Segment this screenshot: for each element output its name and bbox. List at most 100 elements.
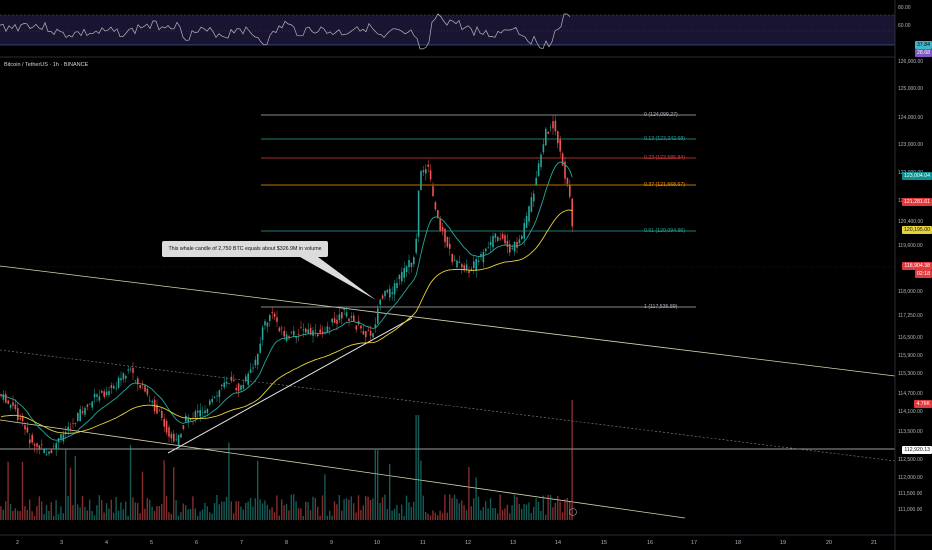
volume-bar bbox=[252, 506, 254, 520]
candle-body bbox=[537, 163, 540, 177]
candle-body bbox=[377, 308, 379, 324]
candle-body bbox=[338, 314, 341, 320]
candle-body bbox=[489, 241, 492, 246]
volume-bar bbox=[53, 515, 55, 520]
candle-body bbox=[41, 444, 43, 446]
volume-bar bbox=[55, 500, 57, 520]
symbol-title[interactable]: Bitcoin / TetherUS · 1h · BINANCE bbox=[4, 62, 89, 68]
volume-bar bbox=[74, 455, 76, 520]
volume-bar bbox=[362, 505, 364, 520]
candle-body bbox=[225, 381, 228, 384]
descending-trendline-upper bbox=[0, 265, 896, 377]
candle-body bbox=[331, 318, 333, 323]
volume-bar bbox=[386, 509, 388, 520]
candle-body bbox=[314, 330, 317, 331]
candle-body bbox=[530, 197, 533, 212]
volume-bar bbox=[564, 498, 566, 520]
volume-bar bbox=[257, 460, 259, 520]
candle-body bbox=[264, 321, 266, 326]
candle-body bbox=[398, 274, 401, 280]
candle-body bbox=[156, 404, 158, 414]
candle-body bbox=[266, 322, 269, 327]
volume-bar bbox=[117, 510, 120, 520]
volume-bar bbox=[175, 500, 177, 520]
volume-bar bbox=[492, 508, 494, 520]
candle-body bbox=[281, 327, 283, 329]
candle-body bbox=[213, 397, 216, 398]
price-axis-label: 124,000.00 bbox=[898, 115, 924, 121]
volume-bar bbox=[365, 495, 367, 520]
event-marker-icon[interactable] bbox=[569, 508, 577, 516]
candle-body bbox=[17, 408, 19, 420]
volume-bar bbox=[285, 504, 288, 520]
volume-bar bbox=[108, 508, 110, 520]
volume-bar bbox=[341, 510, 343, 520]
candle-body bbox=[513, 241, 516, 252]
volume-bar bbox=[67, 495, 69, 520]
candle-body bbox=[127, 369, 129, 371]
volume-bar bbox=[249, 497, 252, 520]
volume-bar bbox=[163, 460, 165, 520]
volume-bar bbox=[290, 494, 292, 520]
volume-bar bbox=[506, 504, 508, 520]
candle-body bbox=[432, 186, 434, 197]
candle-body bbox=[511, 248, 513, 249]
volume-bar bbox=[357, 495, 360, 520]
candle-body bbox=[60, 434, 62, 439]
candle-body bbox=[523, 223, 525, 239]
volume-bar bbox=[456, 498, 458, 520]
volume-bar bbox=[65, 449, 67, 520]
volume-bar bbox=[141, 471, 144, 520]
volume-bar bbox=[489, 498, 492, 520]
volume-bar bbox=[405, 495, 408, 520]
volume-bar bbox=[2, 509, 4, 520]
volume-bar bbox=[465, 510, 468, 520]
volume-bar bbox=[129, 445, 132, 520]
volume-bar bbox=[153, 511, 156, 520]
volume-bar bbox=[7, 461, 9, 520]
candle-body bbox=[182, 425, 185, 429]
volume-bar bbox=[413, 501, 415, 520]
candle-body bbox=[554, 120, 557, 132]
price-axis-label: 117,250.00 bbox=[898, 313, 923, 319]
candle-body bbox=[12, 402, 14, 406]
candle-body bbox=[528, 206, 530, 222]
candle-body bbox=[233, 380, 235, 382]
volume-bar bbox=[557, 495, 559, 520]
volume-bar bbox=[151, 506, 153, 520]
candle-body bbox=[329, 327, 331, 329]
volume-bar bbox=[269, 509, 271, 520]
candle-body bbox=[31, 434, 33, 443]
candle-body bbox=[117, 377, 120, 388]
volume-bar bbox=[115, 496, 117, 520]
volume-bar bbox=[314, 497, 316, 520]
candle-body bbox=[348, 318, 350, 321]
volume-bar bbox=[302, 515, 304, 520]
fib-retracement[interactable] bbox=[261, 114, 696, 308]
volume-bar bbox=[0, 506, 2, 520]
volume-bar bbox=[24, 506, 26, 520]
volume-bar bbox=[225, 496, 228, 520]
volume-bar bbox=[446, 512, 448, 520]
candle-body bbox=[367, 329, 369, 331]
candle-body bbox=[89, 403, 91, 405]
volume-bar bbox=[199, 511, 201, 520]
candle-body bbox=[557, 131, 559, 144]
candle-body bbox=[252, 367, 254, 369]
candle-body bbox=[355, 325, 357, 330]
candle-body bbox=[518, 239, 521, 244]
candle-body bbox=[218, 390, 221, 397]
volume-bar bbox=[389, 463, 391, 520]
volume-bar bbox=[84, 506, 86, 520]
candle-body bbox=[374, 324, 377, 328]
candle-body bbox=[317, 334, 319, 336]
candle-body bbox=[45, 454, 48, 456]
candle-body bbox=[230, 376, 233, 381]
volume-bar bbox=[26, 510, 28, 520]
volume-bar bbox=[453, 494, 456, 520]
whale-callout[interactable]: This whale candle of 2,750 BTC equals ab… bbox=[162, 241, 328, 257]
volume-bar bbox=[281, 499, 283, 520]
volume-bar bbox=[235, 501, 237, 520]
candle-body bbox=[333, 318, 336, 323]
